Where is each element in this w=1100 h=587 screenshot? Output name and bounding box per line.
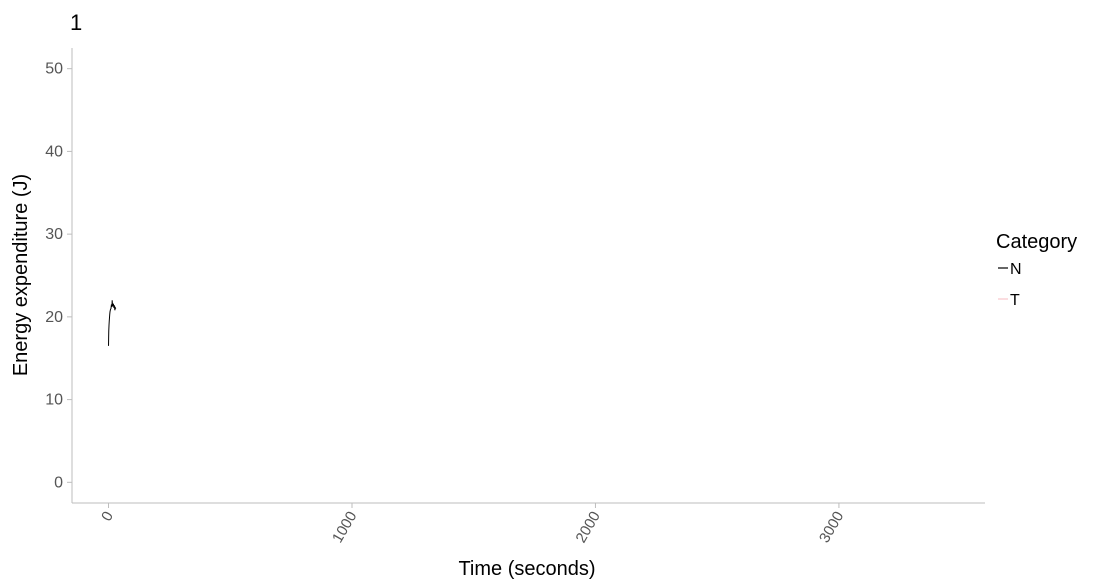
x-tick-label: 1000 bbox=[329, 509, 360, 546]
chart-title: 1 bbox=[70, 10, 82, 35]
legend-entries: NT bbox=[998, 261, 1022, 309]
x-tick-label: 3000 bbox=[816, 509, 847, 546]
y-tick-label: 20 bbox=[45, 309, 63, 326]
y-axis-label: Energy expenditure (J) bbox=[10, 174, 32, 376]
y-tick-label: 40 bbox=[45, 143, 63, 160]
series-layer bbox=[108, 300, 117, 346]
x-ticks: 0 1000 2000 3000 bbox=[98, 503, 847, 546]
legend-label-t: T bbox=[1010, 292, 1020, 309]
x-tick-label: 0 bbox=[98, 509, 117, 525]
legend-label-n: N bbox=[1010, 261, 1022, 278]
x-tick-label: 2000 bbox=[573, 509, 604, 546]
x-axis-label: Time (seconds) bbox=[458, 558, 595, 580]
plot-axes bbox=[71, 48, 985, 504]
y-tick-label: 0 bbox=[54, 474, 63, 491]
series-line-n bbox=[108, 300, 117, 346]
legend: Category NT bbox=[996, 231, 1077, 309]
legend-title: Category bbox=[996, 231, 1077, 253]
y-ticks: 0 10 20 30 40 50 bbox=[45, 61, 72, 491]
y-tick-label: 50 bbox=[45, 61, 63, 78]
y-tick-label: 10 bbox=[45, 392, 63, 409]
y-tick-label: 30 bbox=[45, 226, 63, 243]
